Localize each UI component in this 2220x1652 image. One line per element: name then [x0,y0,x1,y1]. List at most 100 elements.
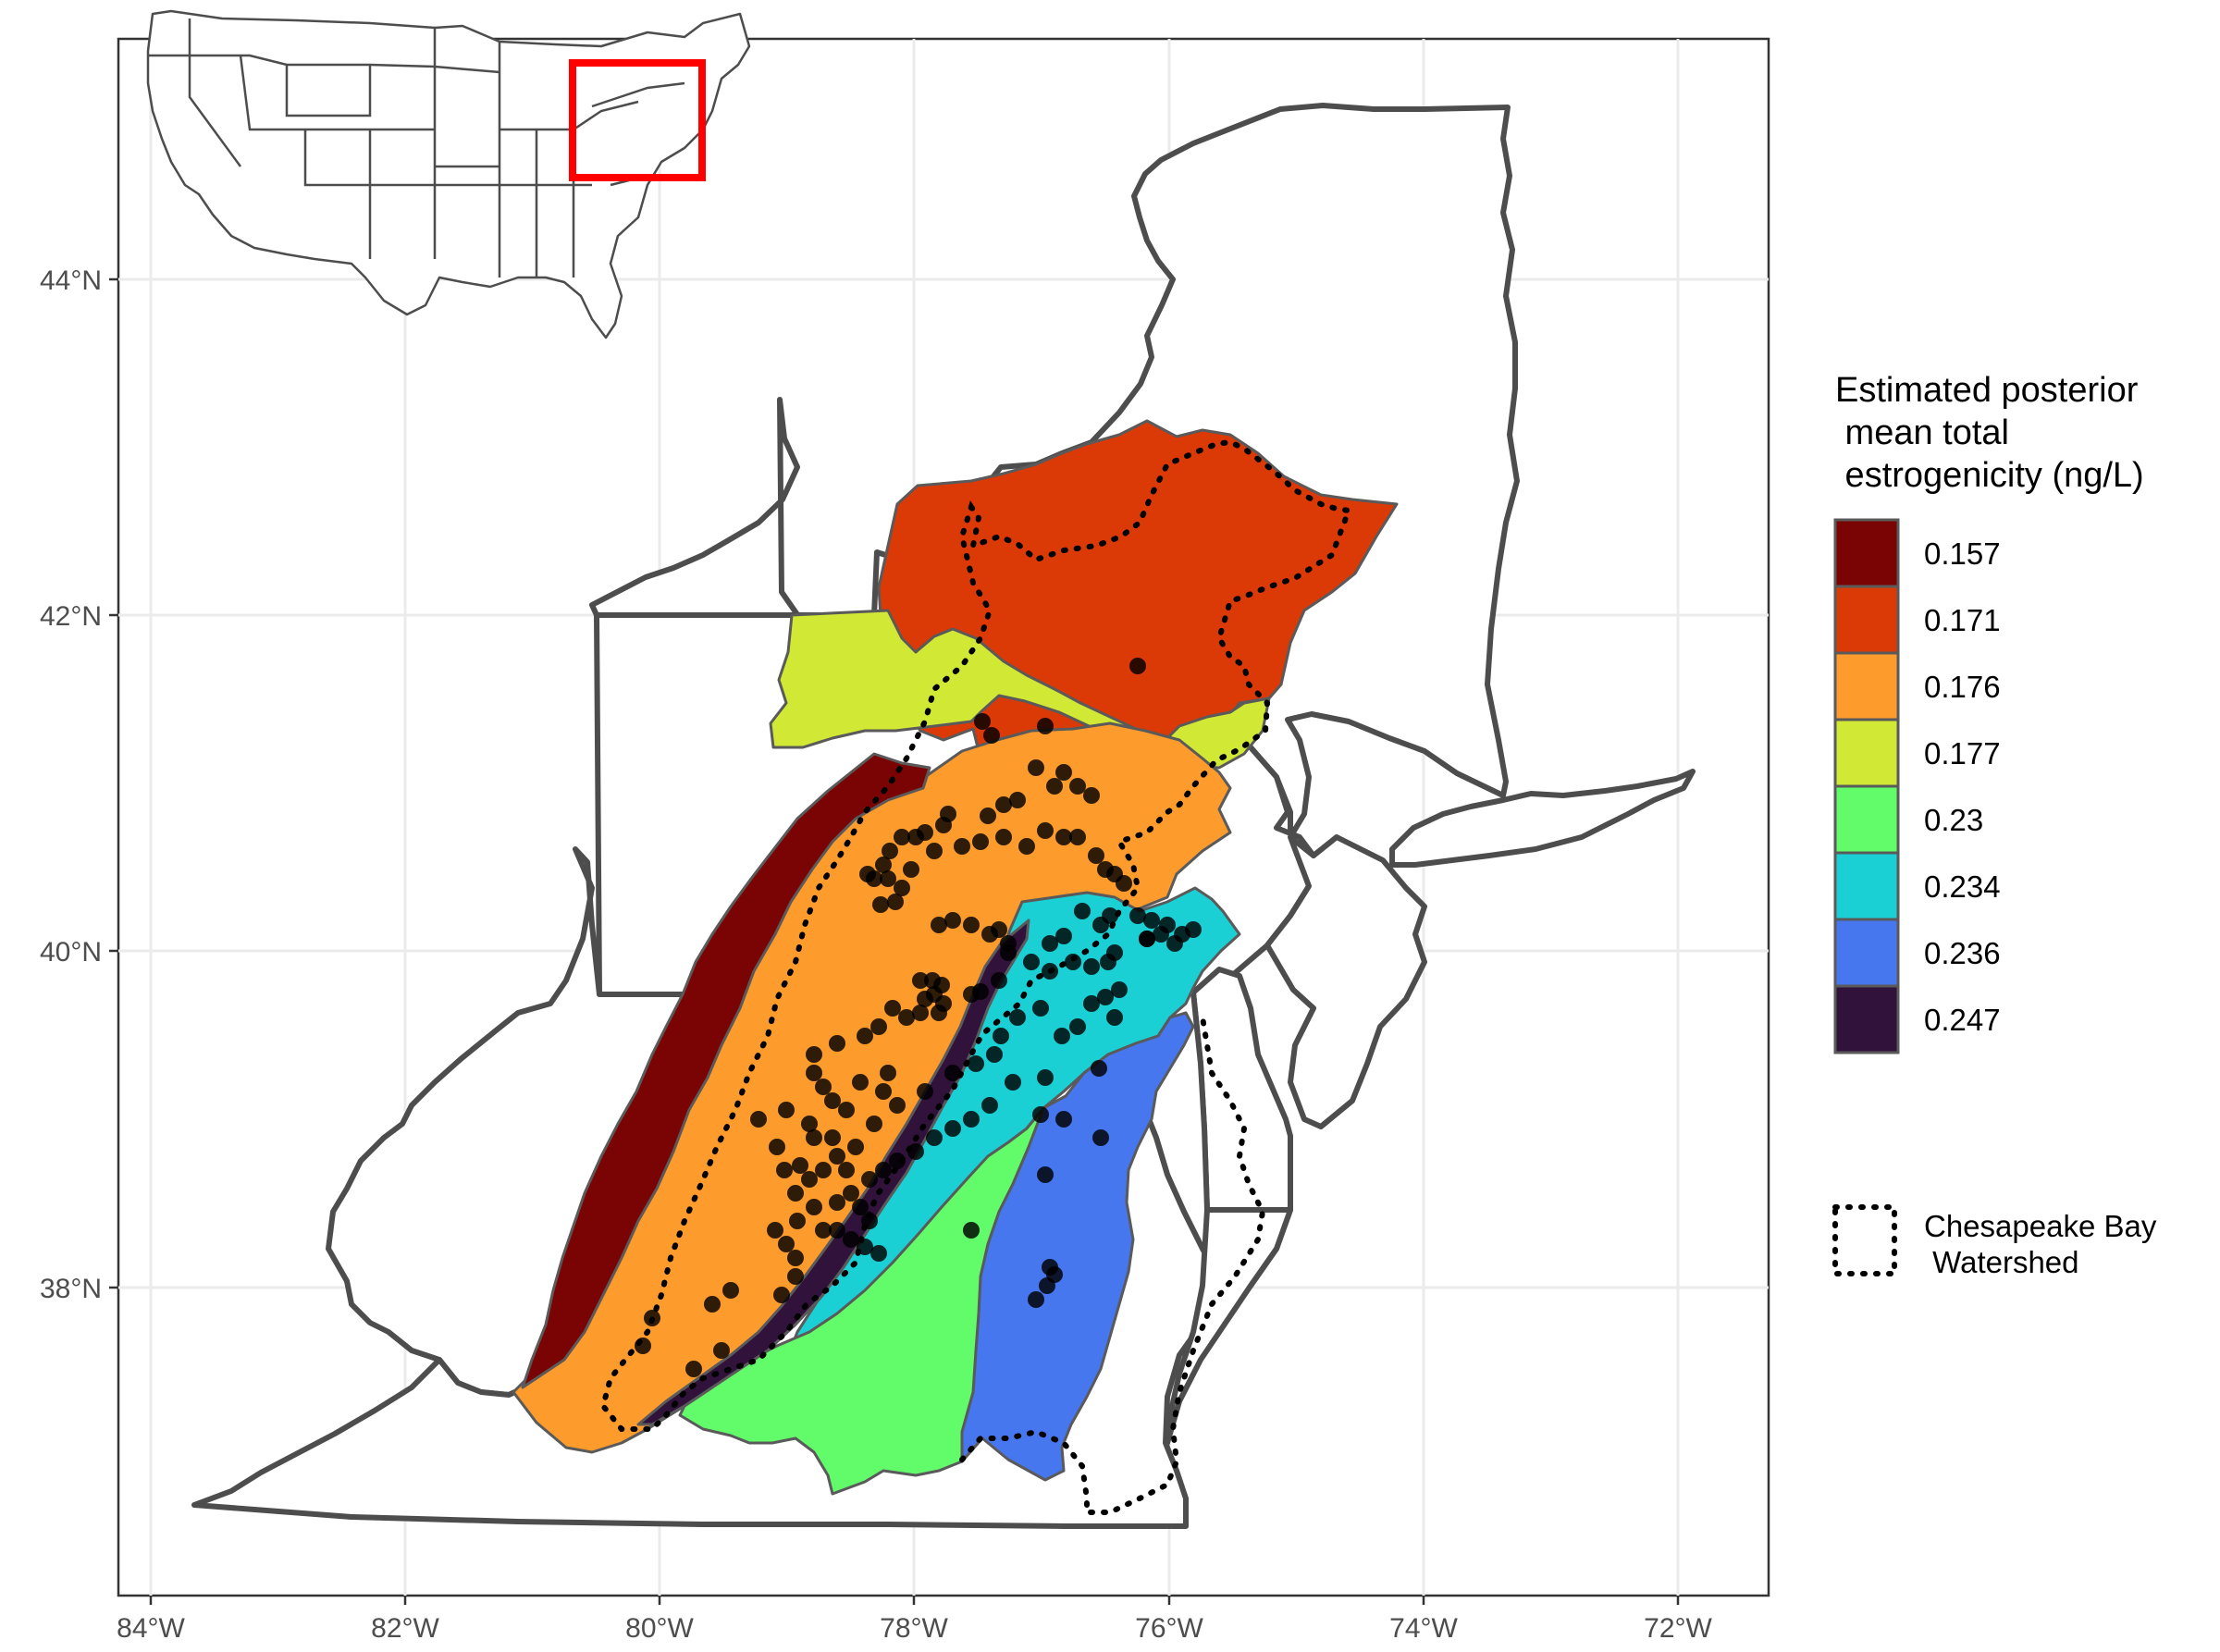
sampling-point [880,870,896,887]
sampling-point [787,1185,804,1202]
sampling-point [880,1065,896,1081]
sampling-point [1037,1166,1054,1183]
inset-us-outline [146,9,751,339]
chesapeake-watershed-boundary [599,438,1353,1515]
sampling-point [1106,1009,1123,1026]
legend-watershed-swatch [1832,1204,1897,1276]
legend-label: 0.247 [1924,1003,2001,1037]
sampling-point [1069,1018,1086,1035]
sampling-point [1116,875,1132,892]
sampling-point [704,1296,721,1313]
x-tick-label: 84°W [117,1613,185,1644]
sampling-point [903,861,919,878]
sampling-point [1009,792,1026,808]
sampling-point [995,796,1012,813]
sampling-point [1185,921,1202,938]
legend-swatch [1833,585,1900,655]
sampling-point [1028,759,1044,776]
y-axis-labels: 44°N 42°N 40°N 38°N [40,265,102,1304]
sampling-point [824,1092,841,1109]
sampling-point [861,1213,878,1229]
legend-swatch [1833,984,1900,1054]
sampling-point [1091,1060,1107,1077]
sampling-point [980,808,996,824]
legend-items: 0.157 0.171 0.176 0.177 0.23 0.234 0.236 0.247 [1833,518,2001,1054]
sampling-point [887,894,904,910]
sampling-point [963,1222,980,1239]
sampling-point [993,1028,1009,1044]
sampling-point [1037,718,1054,734]
y-tick-label: 44°N [40,265,102,296]
sampling-point [815,1162,832,1178]
legend-label: 0.234 [1924,869,2001,904]
sampling-point [829,1035,845,1052]
ecoregion-023 [678,1106,1045,1496]
sampling-point [968,1055,984,1072]
sampling-point [1018,838,1035,855]
sampling-point [838,1162,855,1178]
legend: Estimated posterior mean total estrogeni… [1832,371,2157,1279]
sampling-point [1092,917,1109,933]
sampling-point [926,1129,943,1146]
sampling-point [815,1079,832,1095]
sampling-point [815,1222,832,1239]
state-long-island [1389,769,1696,868]
sampling-point [838,1102,855,1118]
sampling-point [769,1139,785,1155]
sampling-point [1129,907,1146,924]
sampling-point [912,972,929,989]
sampling-point [1159,917,1176,933]
axis-ticks [109,277,1680,1605]
legend-watershed-label: Chesapeake Bay [1924,1209,2157,1243]
sampling-point [963,1111,980,1128]
sampling-point [843,1185,859,1202]
x-axis-labels: 84°W 82°W 80°W 78°W 76°W 74°W 72°W [117,1613,1712,1644]
sampling-point [722,1282,739,1299]
sampling-point [1032,1106,1049,1123]
sampling-point [1097,989,1114,1005]
sampling-point [1046,778,1063,795]
legend-title-line: estrogenicity (ng/L) [1835,456,2144,495]
sampling-point [787,1250,804,1266]
sampling-point [635,1338,651,1354]
legend-swatch [1833,518,1900,588]
x-tick-label: 82°W [371,1613,439,1644]
y-tick-label: 42°N [40,601,102,632]
x-tick-label: 76°W [1135,1613,1203,1644]
sampling-point [1166,935,1183,952]
sampling-point [685,1361,702,1377]
legend-swatch [1833,784,1900,855]
legend-swatch [1833,851,1900,921]
sampling-point [944,912,961,929]
sampling-point [917,991,933,1007]
sampling-point [981,1097,998,1114]
legend-watershed-label: Watershed [1924,1245,2079,1279]
legend-label: 0.176 [1924,670,2001,704]
sampling-point [926,843,943,859]
sampling-point [1039,1277,1055,1294]
sampling-point [801,1116,818,1132]
sampling-point [1023,954,1040,970]
sampling-point [829,1148,845,1165]
sampling-point [829,1222,845,1239]
ecoregion-0247 [636,918,1030,1426]
sampling-point [1143,912,1160,929]
state-new-jersey [1264,834,1427,1129]
sampling-point [1139,931,1155,947]
sampling-point [907,829,924,845]
sampling-point [1083,995,1100,1012]
sampling-point [789,1213,806,1229]
sampling-point [1028,1291,1044,1308]
sampling-point [1111,981,1128,998]
sampling-point [787,1268,804,1285]
sampling-point [898,1009,915,1026]
sampling-point [776,1162,793,1178]
sampling-point [889,1097,906,1114]
sampling-point [981,926,998,943]
legend-swatch [1833,718,1900,788]
sampling-point [974,713,991,730]
inset-state-lines [148,18,685,277]
y-tick-label: 40°N [40,937,102,968]
sampling-point [801,1171,818,1188]
sampling-point [778,1236,795,1252]
